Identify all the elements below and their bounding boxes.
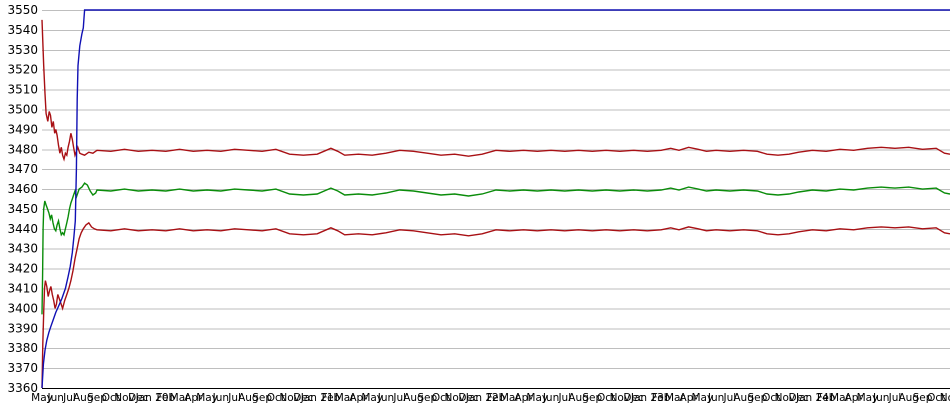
- x-axis-tick-label: Mar: [830, 392, 850, 404]
- x-axis-tick-label: Oct: [102, 392, 120, 404]
- y-axis-tick-label: 3460: [7, 182, 38, 196]
- x-axis-tick-label: Nov: [940, 392, 950, 404]
- x-axis-tick-label: Feb: [322, 392, 341, 404]
- x-axis-tick-label: Apr: [514, 392, 533, 404]
- x-axis-tick-label: Jun: [872, 392, 889, 404]
- x-axis-tick-label: Jan 21: [300, 392, 334, 404]
- series-line-green-mean: [41, 182, 950, 315]
- series-line-blue-line: [41, 9, 950, 389]
- x-axis-tick-label: Jun: [377, 392, 394, 404]
- x-axis-tick-label: Jul: [723, 392, 737, 404]
- y-axis-tick-label: 3480: [7, 142, 38, 156]
- x-axis-tick-label: Nov: [775, 392, 796, 404]
- x-axis-tick-label: Mar: [500, 392, 520, 404]
- x-axis-tick-label: Feb: [487, 392, 506, 404]
- y-axis-tick-label: 3370: [7, 361, 38, 375]
- x-axis-tick-label: Oct: [267, 392, 285, 404]
- x-axis-tick-label: Nov: [610, 392, 631, 404]
- x-axis-tick-label: Aug: [898, 392, 919, 404]
- x-axis-tick-label: Apr: [680, 392, 699, 404]
- x-axis-tick-label: Nov: [114, 392, 135, 404]
- x-axis-tick-label: Feb: [157, 392, 176, 404]
- x-axis-tick-label: Dec: [128, 392, 149, 404]
- series-line-lower-red-bound: [41, 221, 950, 389]
- x-axis-tick-label: May: [31, 392, 53, 404]
- x-axis-tick-label: Jul: [392, 392, 406, 404]
- x-axis-tick-label: Oct: [432, 392, 450, 404]
- y-axis-tick-label: 3550: [7, 3, 38, 17]
- x-axis-tick-label: Dec: [789, 392, 810, 404]
- x-axis-tick-label: Jun: [542, 392, 559, 404]
- x-axis-tick-label: Sep: [417, 392, 437, 404]
- x-axis-tick-label: Aug: [733, 392, 754, 404]
- x-axis-tick-label: May: [692, 392, 714, 404]
- x-axis-tick-label: Sep: [913, 392, 933, 404]
- x-axis-tick-label: Sep: [87, 392, 107, 404]
- series-line-upper-red-bound: [41, 19, 950, 162]
- x-axis-tick-label: Aug: [403, 392, 424, 404]
- x-axis-tick-label: Jul: [557, 392, 571, 404]
- x-axis-tick-label: Jul: [888, 392, 902, 404]
- x-axis-tick-label: Feb: [817, 392, 836, 404]
- x-axis-tick-label: Apr: [349, 392, 368, 404]
- y-axis-tick-label: 3490: [7, 122, 38, 136]
- x-axis-tick-label: Feb: [652, 392, 671, 404]
- x-axis-tick-label: Jan 20: [135, 392, 169, 404]
- x-axis-tick-label: Sep: [747, 392, 767, 404]
- x-axis-tick-label: Dec: [458, 392, 479, 404]
- x-axis-tick-label: Jan 23: [630, 392, 664, 404]
- x-axis-tick-label: Jun: [47, 392, 64, 404]
- y-axis-tick-label: 3380: [7, 341, 38, 355]
- x-axis-tick-label: Apr: [845, 392, 864, 404]
- y-axis-tick-label: 3530: [7, 43, 38, 57]
- y-axis-tick-label: 3410: [7, 282, 38, 296]
- x-axis-tick-label: May: [196, 392, 218, 404]
- x-axis-tick-label: Jun: [707, 392, 724, 404]
- x-axis-tick-label: Aug: [73, 392, 94, 404]
- y-axis-tick-label: 3500: [7, 102, 38, 116]
- x-axis-tick-label: Mar: [170, 392, 190, 404]
- x-axis-tick-label: Oct: [762, 392, 780, 404]
- x-axis-tick-label: May: [361, 392, 383, 404]
- y-axis-tick-label: 3440: [7, 222, 38, 236]
- y-axis-tick-label: 3520: [7, 63, 38, 77]
- x-axis-tick-label: Jun: [212, 392, 229, 404]
- x-axis-tick-label: Jul: [62, 392, 76, 404]
- x-axis-tick-label: Nov: [279, 392, 300, 404]
- y-axis-tick-label: 3510: [7, 83, 38, 97]
- x-axis-tick-label: Sep: [252, 392, 272, 404]
- x-axis-tick-label: Mar: [665, 392, 685, 404]
- y-axis-tick-label: 3540: [7, 23, 38, 37]
- x-axis-tick-label: Mar: [335, 392, 355, 404]
- x-axis-tick-label: May: [526, 392, 548, 404]
- y-axis-tick-label: 3360: [7, 381, 38, 395]
- y-axis-tick-label: 3420: [7, 262, 38, 276]
- y-axis-tick-label: 3390: [7, 321, 38, 335]
- x-axis-tick-label: Apr: [184, 392, 203, 404]
- x-axis-tick-label: Jan 22: [465, 392, 499, 404]
- y-axis-tick-label: 3430: [7, 242, 38, 256]
- x-axis-tick-label: Sep: [582, 392, 602, 404]
- x-axis-tick-label: Jul: [227, 392, 241, 404]
- x-axis-tick-label: Dec: [293, 392, 314, 404]
- x-axis-tick-label: Aug: [568, 392, 589, 404]
- x-axis-tick-label: Oct: [927, 392, 945, 404]
- x-axis-tick-label: Nov: [444, 392, 465, 404]
- x-axis-tick-label: Dec: [623, 392, 644, 404]
- y-axis-tick-label: 3400: [7, 301, 38, 315]
- x-axis-tick-label: Jan 24: [795, 392, 829, 404]
- y-axis-tick-label: 3450: [7, 202, 38, 216]
- y-axis-tick-label: 3470: [7, 162, 38, 176]
- x-axis-tick-label: May: [857, 392, 879, 404]
- x-axis-tick-label: Oct: [597, 392, 615, 404]
- x-axis-tick-label: Aug: [238, 392, 259, 404]
